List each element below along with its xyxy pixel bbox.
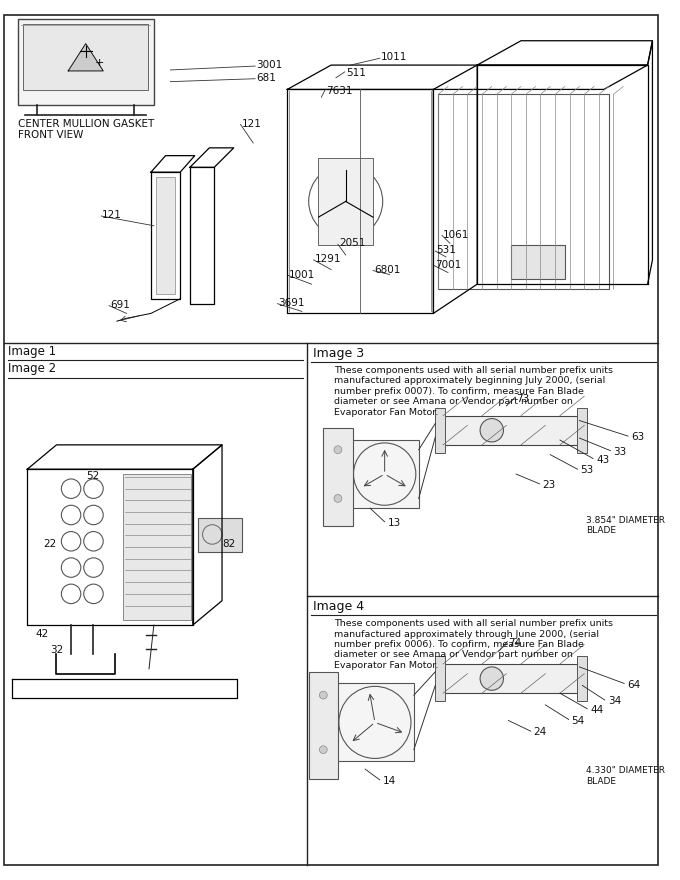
- Bar: [336, 684, 414, 761]
- Bar: [577, 407, 588, 452]
- Bar: [122, 474, 191, 620]
- Text: 43: 43: [596, 455, 609, 465]
- Bar: [435, 407, 445, 452]
- Bar: [438, 94, 609, 289]
- Bar: [18, 19, 154, 105]
- Text: 3.854" DIAMETER
BLADE: 3.854" DIAMETER BLADE: [586, 516, 665, 535]
- Text: 23: 23: [543, 480, 556, 490]
- Text: Image 4: Image 4: [313, 599, 364, 612]
- Text: 1291: 1291: [315, 254, 341, 264]
- Bar: [23, 24, 148, 91]
- Bar: [323, 429, 352, 525]
- Text: 74: 74: [509, 638, 522, 648]
- Text: 691: 691: [110, 300, 130, 310]
- Bar: [351, 440, 419, 508]
- Text: 1001: 1001: [289, 269, 316, 280]
- Bar: [577, 656, 588, 701]
- Text: 52: 52: [86, 471, 99, 481]
- Bar: [443, 664, 579, 693]
- Text: 2051: 2051: [339, 238, 365, 248]
- Circle shape: [334, 446, 342, 453]
- Circle shape: [480, 667, 503, 690]
- Bar: [511, 246, 565, 279]
- Text: 33: 33: [613, 447, 627, 457]
- Text: 82: 82: [222, 539, 235, 549]
- Bar: [443, 415, 579, 445]
- Bar: [318, 158, 373, 246]
- Circle shape: [320, 692, 327, 699]
- Text: Image 2: Image 2: [7, 362, 56, 375]
- Text: These components used with all serial number prefix units
manufactured approxima: These components used with all serial nu…: [334, 620, 613, 670]
- Text: 54: 54: [572, 715, 585, 726]
- Bar: [435, 656, 445, 701]
- Text: 4.330" DIAMETER
BLADE: 4.330" DIAMETER BLADE: [586, 766, 665, 786]
- Text: Image 3: Image 3: [313, 347, 364, 360]
- Text: 42: 42: [35, 629, 48, 639]
- Text: +: +: [95, 58, 104, 68]
- Text: 32: 32: [50, 645, 64, 656]
- Text: 22: 22: [43, 539, 56, 549]
- Text: These components used with all serial number prefix units
manufactured approxima: These components used with all serial nu…: [334, 366, 613, 416]
- Text: 44: 44: [590, 705, 603, 715]
- Bar: [156, 177, 175, 294]
- Text: 14: 14: [383, 776, 396, 786]
- Text: 1061: 1061: [443, 230, 469, 239]
- Text: 121: 121: [102, 210, 122, 220]
- Bar: [198, 518, 241, 552]
- Circle shape: [480, 419, 503, 442]
- Text: 7631: 7631: [326, 85, 353, 96]
- Text: 121: 121: [241, 119, 261, 128]
- Text: 681: 681: [256, 73, 276, 83]
- Text: 3001: 3001: [256, 60, 282, 70]
- Polygon shape: [68, 44, 103, 71]
- Text: Image 1: Image 1: [7, 345, 56, 357]
- Text: 73: 73: [516, 394, 529, 404]
- Text: 7001: 7001: [435, 260, 462, 270]
- Text: 3691: 3691: [279, 297, 305, 308]
- Text: 531: 531: [437, 246, 456, 255]
- Text: 64: 64: [627, 679, 641, 690]
- Text: 13: 13: [388, 518, 401, 528]
- Text: 34: 34: [608, 696, 621, 706]
- Text: 53: 53: [581, 466, 594, 475]
- Circle shape: [334, 495, 342, 502]
- Text: 24: 24: [534, 727, 547, 737]
- Text: 6801: 6801: [374, 265, 401, 275]
- Text: 511: 511: [345, 68, 366, 78]
- Circle shape: [320, 745, 327, 753]
- Text: CENTER MULLION GASKET
FRONT VIEW: CENTER MULLION GASKET FRONT VIEW: [18, 119, 154, 140]
- Bar: [309, 671, 338, 779]
- Text: 63: 63: [631, 432, 644, 443]
- Text: 1011: 1011: [381, 53, 407, 62]
